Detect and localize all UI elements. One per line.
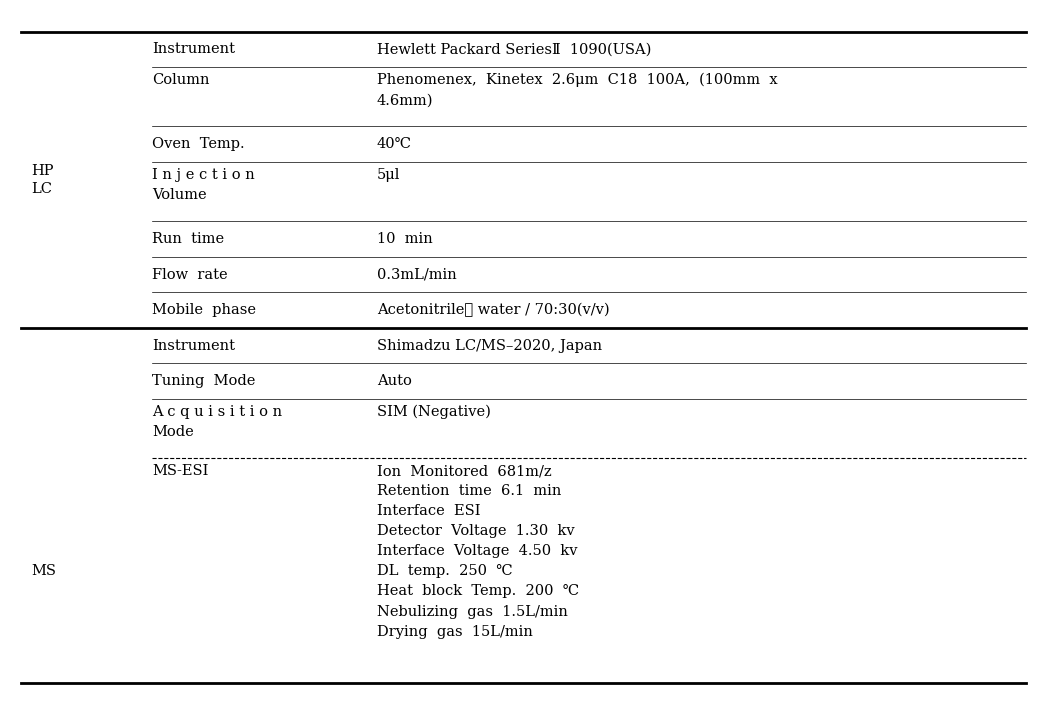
Text: Auto: Auto <box>377 374 411 388</box>
Text: Shimadzu LC/MS–2020, Japan: Shimadzu LC/MS–2020, Japan <box>377 339 602 353</box>
Text: Instrument: Instrument <box>152 42 235 56</box>
Text: MS: MS <box>31 564 57 578</box>
Text: Hewlett Packard SeriesⅡ  1090(USA): Hewlett Packard SeriesⅡ 1090(USA) <box>377 42 651 56</box>
Text: 0.3mL/min: 0.3mL/min <box>377 268 456 281</box>
Text: Instrument: Instrument <box>152 339 235 353</box>
Text: Flow  rate: Flow rate <box>152 268 227 281</box>
Text: 10  min: 10 min <box>377 232 432 246</box>
Text: MS‑ESI: MS‑ESI <box>152 464 208 478</box>
Text: Acetonitrile： water / 70:30(v/v): Acetonitrile： water / 70:30(v/v) <box>377 303 609 317</box>
Text: Mobile  phase: Mobile phase <box>152 303 255 317</box>
Text: HP
LC: HP LC <box>31 164 53 196</box>
Text: 5μl: 5μl <box>377 168 400 182</box>
Text: Run  time: Run time <box>152 232 224 246</box>
Text: Phenomenex,  Kinetex  2.6μm  C18  100A,  (100mm  x
4.6mm): Phenomenex, Kinetex 2.6μm C18 100A, (100… <box>377 73 778 108</box>
Text: A c q u i s i t i o n
Mode: A c q u i s i t i o n Mode <box>152 405 282 439</box>
Text: Oven  Temp.: Oven Temp. <box>152 137 244 151</box>
Text: 40℃: 40℃ <box>377 137 411 151</box>
Text: Column: Column <box>152 73 209 87</box>
Text: Ion  Monitored  681m/z
Retention  time  6.1  min
Interface  ESI
Detector  Voltag: Ion Monitored 681m/z Retention time 6.1 … <box>377 464 579 638</box>
Text: SIM (Negative): SIM (Negative) <box>377 405 491 419</box>
Text: Tuning  Mode: Tuning Mode <box>152 374 255 388</box>
Text: I n j e c t i o n
Volume: I n j e c t i o n Volume <box>152 168 254 202</box>
